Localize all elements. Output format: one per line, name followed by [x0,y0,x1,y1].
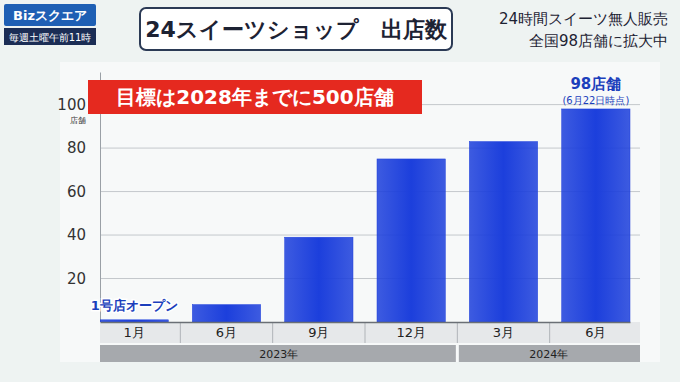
y-tick-label: 60 [67,183,86,201]
x-tick: 12月 [396,322,426,340]
group-label: 2023年 [259,348,298,361]
y-tick: 40 [67,226,100,244]
y-tick: 20 [67,270,100,288]
bar [562,109,630,322]
x-axis: 1月 6月 9月 12月 3月 6月 [101,322,631,340]
logo-box [4,4,96,26]
grid-line [100,235,640,236]
annotation: (6月22日時点) [562,95,629,106]
grid-line [100,148,640,149]
bar [285,237,353,322]
schedule: 毎週土曜午前11時 [9,32,92,43]
x-tick-label: 12月 [396,325,426,340]
y-tick-label: 40 [67,226,86,244]
y-tick: 80 [67,139,100,157]
x-tick: 6月 [216,322,237,340]
x-axis-line [101,322,631,324]
goal-banner [88,80,422,114]
annotation: 98店舗 [570,75,621,93]
group-band [459,345,640,362]
y-tick-label: 80 [67,139,86,157]
background [0,0,680,382]
annotation: 1号店オープン [91,298,178,313]
category-divider [365,322,366,343]
x-tick: 3月 [493,322,514,340]
x-tick: 6月 [585,322,606,340]
y-label: 店舗 [70,116,86,125]
logo: Bizスクエア [13,8,87,23]
title: 24スイーツショップ 出店数 [145,17,448,42]
chart-root: Bizスクエア毎週土曜午前11時 24スイーツショップ 出店数 24時間スイーツ無人… [0,0,680,382]
x-tick: 1月 [124,322,145,340]
grid-line [100,278,640,279]
schedule-box [4,28,96,45]
category-divider [180,322,181,343]
group-label: 2024年 [529,348,568,361]
tagline: 24時間スイーツ無人販売 [499,10,668,28]
bar [100,320,168,322]
y-tick-label: 20 [67,270,86,288]
title-box [140,8,452,50]
category-row [100,322,640,343]
x-tick-label: 1月 [124,325,145,340]
x-tick-label: 9月 [308,325,329,340]
bar [192,305,260,322]
category-divider [457,322,458,343]
y-tick: 60 [67,183,100,201]
bar [377,159,445,322]
category-divider [272,322,273,343]
x-tick-label: 6月 [585,325,606,340]
y-tick-label: 100 [57,96,86,114]
x-tick-label: 3月 [493,325,514,340]
plot-background [60,62,660,362]
bar [469,142,537,322]
x-tick: 9月 [308,322,329,340]
x-tick-label: 6月 [216,325,237,340]
tagline: 全国98店舗に拡大中 [529,32,668,50]
category-divider [549,322,550,343]
group-band [100,345,456,362]
goal-text: 目標は2028年までに500店舗 [116,85,393,109]
grid-line [100,191,640,192]
bars [100,109,630,322]
grid [100,105,640,279]
